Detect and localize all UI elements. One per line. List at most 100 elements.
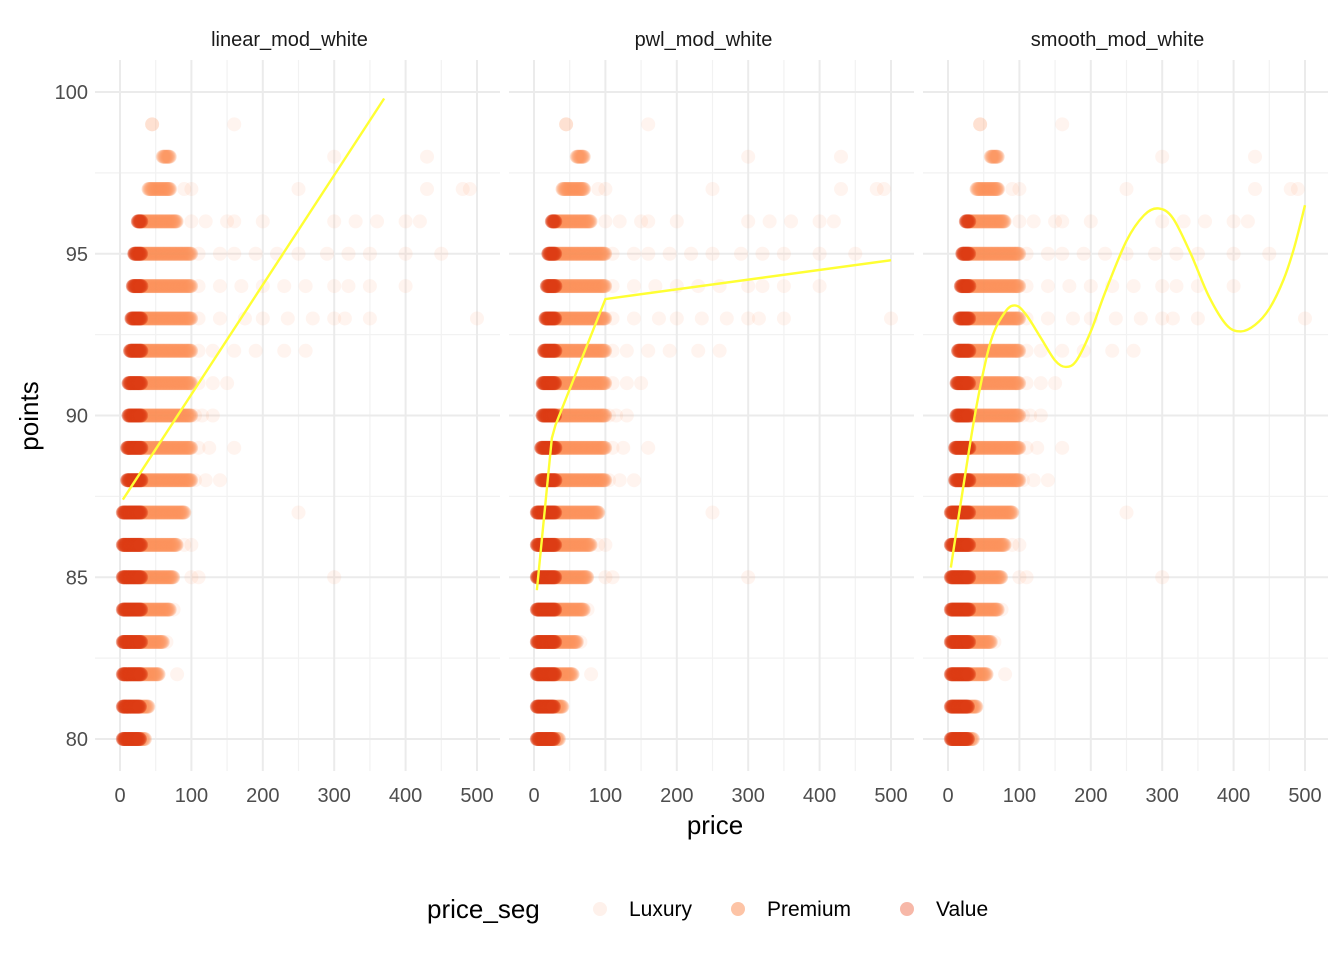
y-axis-title: points [14, 381, 44, 450]
value-point [132, 570, 147, 585]
value-point [134, 505, 149, 520]
value-point [130, 408, 145, 423]
value-point [126, 408, 141, 423]
premium-point [160, 505, 175, 520]
premium-point [154, 602, 169, 617]
value-point [131, 732, 146, 746]
premium-point [134, 440, 149, 455]
value-point [132, 376, 147, 391]
premium-point [159, 570, 174, 585]
value-point [126, 602, 141, 617]
premium-point [147, 343, 162, 358]
premium-point [141, 376, 156, 391]
value-point [548, 537, 563, 552]
luxury-point [987, 634, 1002, 649]
value-point [126, 570, 141, 585]
premium-point [172, 505, 187, 520]
x-tick-label: 200 [660, 785, 693, 807]
premium-point [576, 182, 591, 197]
value-point [115, 699, 130, 714]
value-point [132, 376, 147, 391]
luxury-point [327, 279, 342, 294]
luxury-point [1298, 311, 1312, 326]
value-point [119, 570, 134, 585]
premium-point [156, 473, 171, 488]
premium-point [157, 376, 172, 391]
value-point [122, 602, 137, 617]
luxury-point [616, 440, 631, 455]
premium-point [138, 634, 153, 649]
premium-point [174, 440, 189, 455]
legend-label-premium: Premium [767, 898, 851, 921]
value-point [130, 634, 145, 649]
premium-point [149, 408, 164, 423]
value-point [117, 602, 132, 617]
value-point [127, 376, 142, 391]
premium-point [182, 408, 197, 423]
value-point [123, 440, 138, 455]
value-point [119, 570, 134, 585]
premium-point [145, 667, 160, 682]
luxury-point [605, 343, 620, 358]
value-point [118, 602, 133, 617]
premium-point [136, 408, 151, 423]
x-tick-label: 500 [460, 785, 493, 807]
premium-point [169, 473, 184, 488]
premium-point [152, 408, 167, 423]
luxury-point [1190, 311, 1205, 326]
value-point [127, 732, 142, 746]
value-point [123, 667, 138, 682]
premium-point [990, 182, 1005, 197]
legend-label-value: Value [936, 898, 988, 921]
premium-point [160, 473, 175, 488]
value-point [124, 440, 139, 455]
value-point [127, 699, 142, 714]
premium-point [177, 505, 192, 520]
value-point [126, 570, 141, 585]
value-point [122, 408, 137, 423]
premium-point [160, 505, 175, 520]
value-point [962, 311, 977, 326]
value-point [120, 505, 135, 520]
value-point [119, 634, 134, 649]
value-point [123, 732, 138, 746]
luxury-point [195, 408, 210, 423]
y-tick-label: 90 [66, 406, 88, 428]
value-point [128, 570, 143, 585]
premium-point [184, 408, 199, 423]
premium-point [1005, 505, 1020, 520]
premium-point [156, 505, 171, 520]
premium-point [142, 473, 157, 488]
premium-point [151, 570, 166, 585]
value-point [126, 602, 141, 617]
premium-point [158, 570, 173, 585]
value-point [123, 602, 138, 617]
luxury-point [1155, 279, 1170, 294]
value-point [128, 537, 143, 552]
luxury-point [177, 537, 192, 552]
premium-point [153, 602, 168, 617]
premium-point [178, 376, 193, 391]
premium-point [151, 537, 166, 552]
premium-point [175, 505, 190, 520]
luxury-point [277, 343, 292, 358]
premium-point [151, 634, 166, 649]
premium-point [160, 376, 175, 391]
premium-point [168, 505, 183, 520]
x-tick-label: 400 [803, 785, 836, 807]
premium-point [138, 699, 153, 714]
value-point [120, 699, 135, 714]
value-point [120, 602, 135, 617]
luxury-point [187, 408, 202, 423]
value-point [131, 667, 146, 682]
premium-point [146, 408, 161, 423]
luxury-point [212, 246, 227, 261]
premium-point [164, 537, 179, 552]
luxury-point [626, 279, 641, 294]
premium-point [150, 570, 165, 585]
premium-point [144, 473, 159, 488]
value-point [133, 376, 148, 391]
legend-key-premium [731, 902, 745, 916]
value-point [134, 440, 149, 455]
luxury-point [227, 117, 242, 132]
